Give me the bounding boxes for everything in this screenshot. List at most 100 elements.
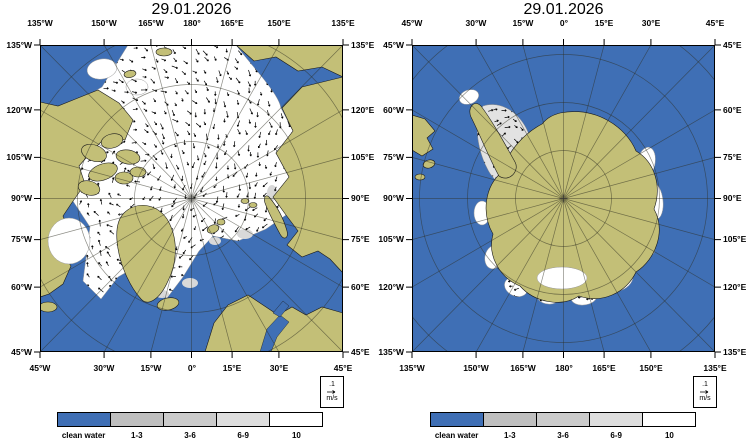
antarctic-vector-scale-box: .1 m/s (693, 376, 717, 408)
legend-label: 3-6 (557, 431, 569, 440)
legend-label: clean water (61, 431, 106, 440)
arctic-map-date-title: 29.01.2026 (151, 1, 232, 18)
tick-label: 135°E (331, 18, 355, 28)
legend-label: 3-6 (184, 431, 196, 440)
tick-label: 90°W (383, 193, 404, 203)
tick-label: 30°W (93, 363, 115, 373)
tick-label: 90°E (351, 193, 370, 203)
tick-label: 105°E (351, 152, 375, 162)
legend-swatch-clean-water (58, 413, 111, 426)
tick-label: 30°W (465, 18, 487, 28)
tick-label: 120°E (723, 282, 747, 292)
tick-label: 120°W (378, 282, 404, 292)
legend-label: 6-9 (610, 431, 622, 440)
tick-label: 120°W (6, 105, 32, 115)
tick-label: 60°E (351, 282, 370, 292)
tick-label: 75°W (383, 152, 404, 162)
tick-label: 180° (555, 363, 573, 373)
legend-swatch-10 (270, 413, 322, 426)
arctic-vector-scale-box: .1 m/s (320, 376, 344, 408)
tick-label: 45°W (401, 18, 423, 28)
antarctic-landmasses (412, 103, 660, 303)
tick-label: 75°W (11, 234, 32, 244)
tick-label: 30°E (269, 363, 289, 373)
tick-label: 75°E (351, 234, 370, 244)
scale-unit: m/s (699, 395, 711, 402)
legend-swatch-6-9 (217, 413, 270, 426)
tick-label: 150°E (639, 363, 663, 373)
tick-label: 15°E (222, 363, 242, 373)
scale-arrow-icon (700, 390, 709, 394)
legend-color-bar (57, 412, 323, 427)
tick-label: 45°E (351, 347, 370, 357)
tick-label: 180° (183, 18, 201, 28)
tick-label: 90°W (11, 193, 32, 203)
tick-label: 45°E (333, 363, 353, 373)
legend-swatch-clean-water (431, 413, 484, 426)
ross-ice-shelf (536, 266, 588, 290)
tick-label: 30°E (641, 18, 661, 28)
legend-swatch-3-6 (537, 413, 590, 426)
antarctic-map-border (412, 45, 715, 352)
arctic-ice-legend: clean water 1-3 3-6 6-9 10 (57, 412, 323, 440)
arctic-graticule (40, 45, 343, 352)
antarctic-ice-legend: clean water 1-3 3-6 6-9 10 (430, 412, 696, 440)
tick-label: 135°E (723, 347, 747, 357)
tick-label: 165°E (220, 18, 244, 28)
antarctica-land (485, 111, 660, 303)
hudson-bay-ice (47, 217, 91, 265)
antarctic-map-date-title: 29.01.2026 (523, 1, 604, 18)
tick-label: 45°W (383, 40, 404, 50)
tick-label: 150°W (463, 363, 489, 373)
arctic-ticks (34, 39, 349, 358)
legend-labels: clean water 1-3 3-6 6-9 10 (430, 431, 696, 440)
tick-label: 150°E (267, 18, 291, 28)
baltic-sea (259, 314, 290, 352)
arctic-map-border (40, 45, 343, 352)
legend-swatch-3-6 (164, 413, 217, 426)
scale-arrow-icon (327, 390, 336, 394)
antarctic-ticks (406, 39, 721, 358)
tick-label: 45°W (11, 347, 32, 357)
tick-label: 0° (187, 363, 197, 373)
tick-label: 120°E (351, 105, 375, 115)
legend-label: 1-3 (504, 431, 516, 440)
tick-label: 75°E (723, 152, 742, 162)
antarctic-map (406, 39, 721, 358)
tick-label: 60°W (383, 105, 404, 115)
legend-labels: clean water 1-3 3-6 6-9 10 (57, 431, 323, 440)
gulf-of-bothnia (272, 300, 290, 318)
legend-swatch-10 (643, 413, 695, 426)
tick-label: 105°W (6, 152, 32, 162)
tick-label: 45°W (29, 363, 51, 373)
legend-label: clean water (434, 431, 479, 440)
tick-label: 135°E (703, 363, 727, 373)
tick-label: 45°E (705, 18, 725, 28)
arctic-landmasses (40, 45, 343, 352)
legend-swatch-6-9 (590, 413, 643, 426)
antarctic-graticule (412, 45, 715, 352)
tick-label: 135°W (378, 347, 404, 357)
tick-label: 15°W (140, 363, 162, 373)
arctic-map (34, 39, 349, 358)
tick-label: 45°E (723, 40, 742, 50)
legend-label: 1-3 (131, 431, 143, 440)
wrangel-island (155, 47, 173, 57)
legend-label: 10 (291, 431, 301, 440)
tick-label: 60°W (11, 282, 32, 292)
tick-label: 135°W (399, 363, 425, 373)
legend-color-bar (430, 412, 696, 427)
tick-label: 135°W (27, 18, 53, 28)
scale-value: .1 (702, 380, 708, 388)
tick-label: 135°W (6, 40, 32, 50)
tick-label: 150°W (91, 18, 117, 28)
tick-label: 0° (559, 18, 569, 28)
tick-label: 60°E (723, 105, 742, 115)
tick-label: 165°W (510, 363, 536, 373)
legend-label: 10 (664, 431, 674, 440)
antarctic-peninsula (469, 103, 517, 179)
legend-label: 6-9 (237, 431, 249, 440)
tick-label: 135°E (351, 40, 375, 50)
siberia-land (272, 76, 343, 274)
